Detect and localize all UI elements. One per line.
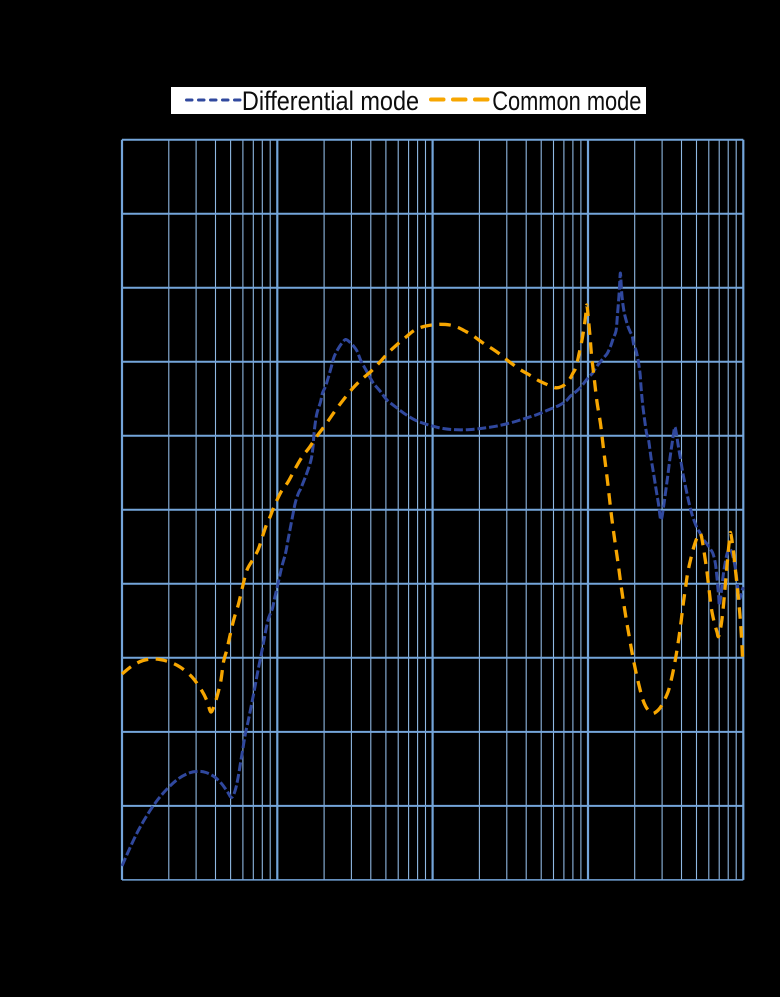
svg-text:Common mode: Common mode <box>492 87 641 117</box>
svg-text:Differential mode: Differential mode <box>242 87 419 117</box>
